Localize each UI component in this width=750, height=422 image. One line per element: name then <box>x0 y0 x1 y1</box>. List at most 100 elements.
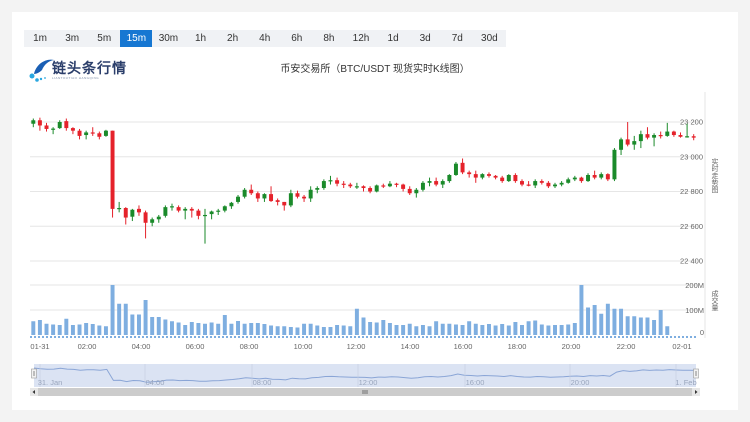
volume-bar[interactable] <box>434 321 439 335</box>
candle[interactable] <box>486 172 491 178</box>
volume-bar[interactable] <box>123 303 128 335</box>
candle[interactable] <box>196 208 201 220</box>
volume-bar[interactable] <box>658 310 663 335</box>
candle[interactable] <box>652 133 657 147</box>
candle[interactable] <box>282 201 287 211</box>
candle[interactable] <box>361 185 366 192</box>
volume-bar[interactable] <box>282 326 287 335</box>
volume-bar[interactable] <box>321 327 326 335</box>
volume-bar[interactable] <box>638 317 643 336</box>
volume-bar[interactable] <box>579 285 584 335</box>
candle[interactable] <box>671 130 676 137</box>
volume-bar[interactable] <box>546 325 551 336</box>
volume-bar[interactable] <box>387 323 392 335</box>
volume-bar[interactable] <box>170 321 174 335</box>
candle[interactable] <box>348 182 353 189</box>
volume-bar[interactable] <box>500 324 505 335</box>
candle[interactable] <box>136 205 141 216</box>
candle[interactable] <box>407 186 412 195</box>
interval-tab-30m[interactable]: 30m <box>158 33 179 44</box>
candle[interactable] <box>262 193 267 202</box>
candle[interactable] <box>473 170 478 183</box>
candle[interactable] <box>150 217 155 227</box>
volume-bar[interactable] <box>103 326 108 335</box>
interval-tab-1m[interactable]: 1m <box>33 33 47 44</box>
interval-tab-5m[interactable]: 5m <box>97 33 112 44</box>
interval-tab-4h[interactable]: 4h <box>259 33 271 44</box>
volume-bar[interactable] <box>526 321 531 335</box>
volume-bar[interactable] <box>183 325 188 335</box>
volume-bar[interactable] <box>619 308 624 335</box>
volume-bar[interactable] <box>176 322 181 336</box>
volume-bar[interactable] <box>453 324 458 336</box>
volume-bar[interactable] <box>440 323 445 335</box>
candle[interactable] <box>255 191 260 202</box>
volume-bar[interactable] <box>189 322 194 335</box>
volume-bar[interactable] <box>447 323 452 335</box>
volume-bar[interactable] <box>64 318 69 335</box>
candle[interactable] <box>612 148 617 182</box>
candle[interactable] <box>354 182 359 189</box>
candle[interactable] <box>308 186 313 202</box>
interval-tab-1h[interactable]: 1h <box>194 33 207 44</box>
candle[interactable] <box>658 131 663 139</box>
candle[interactable] <box>170 203 174 211</box>
volume-bar[interactable] <box>130 314 135 336</box>
volume-bar[interactable] <box>315 325 320 336</box>
interval-tab-2h[interactable]: 2h <box>227 33 239 44</box>
volume-bar[interactable] <box>632 316 637 335</box>
volume-bar[interactable] <box>533 320 538 336</box>
candle[interactable] <box>110 130 115 218</box>
candle[interactable] <box>599 172 604 180</box>
volume-bar[interactable] <box>90 324 95 335</box>
volume-bar[interactable] <box>401 325 406 335</box>
volume-bar[interactable] <box>242 323 247 335</box>
candle[interactable] <box>572 175 577 182</box>
volume-bar[interactable] <box>381 320 386 335</box>
candle[interactable] <box>592 170 597 180</box>
volume-bar[interactable] <box>288 327 293 335</box>
candle[interactable] <box>533 179 538 189</box>
interval-tab-3m[interactable]: 3m <box>65 33 80 44</box>
navigator-handle-right[interactable] <box>693 368 699 379</box>
volume-bar[interactable] <box>229 323 234 335</box>
volume-bar[interactable] <box>31 321 36 335</box>
candle[interactable] <box>374 184 379 193</box>
candle[interactable] <box>341 181 346 189</box>
candle[interactable] <box>678 132 683 138</box>
volume-bar[interactable] <box>335 325 340 335</box>
candle[interactable] <box>619 137 624 156</box>
volume-bar[interactable] <box>480 325 485 335</box>
volume-bar[interactable] <box>308 323 313 335</box>
volume-bar[interactable] <box>553 325 557 335</box>
volume-bar[interactable] <box>539 324 544 336</box>
volume-bar[interactable] <box>70 325 75 335</box>
candle[interactable] <box>288 189 293 208</box>
candle[interactable] <box>414 188 419 198</box>
candle[interactable] <box>84 130 89 140</box>
candle[interactable] <box>401 183 406 192</box>
candle[interactable] <box>209 210 214 220</box>
volume-bar[interactable] <box>97 325 102 336</box>
candle[interactable] <box>315 186 320 194</box>
interval-tab-8h[interactable]: 8h <box>323 33 335 44</box>
candle[interactable] <box>90 127 95 136</box>
volume-bar[interactable] <box>513 322 518 335</box>
navigator-handle-left[interactable] <box>31 368 37 379</box>
volume-bar[interactable] <box>328 327 333 335</box>
volume-bar[interactable] <box>368 322 373 335</box>
volume-bar[interactable] <box>110 285 115 335</box>
candle[interactable] <box>586 173 591 182</box>
candle[interactable] <box>123 207 128 225</box>
candle[interactable] <box>394 182 399 188</box>
candle[interactable] <box>645 127 650 140</box>
candle[interactable] <box>295 190 300 199</box>
candle[interactable] <box>302 194 307 202</box>
volume-bar[interactable] <box>520 325 524 335</box>
candle[interactable] <box>467 170 472 178</box>
interval-tab-7d[interactable]: 7d <box>451 33 463 44</box>
volume-bar[interactable] <box>414 326 419 335</box>
volume-bar[interactable] <box>506 325 511 336</box>
candle[interactable] <box>526 181 531 187</box>
candle[interactable] <box>520 179 524 187</box>
